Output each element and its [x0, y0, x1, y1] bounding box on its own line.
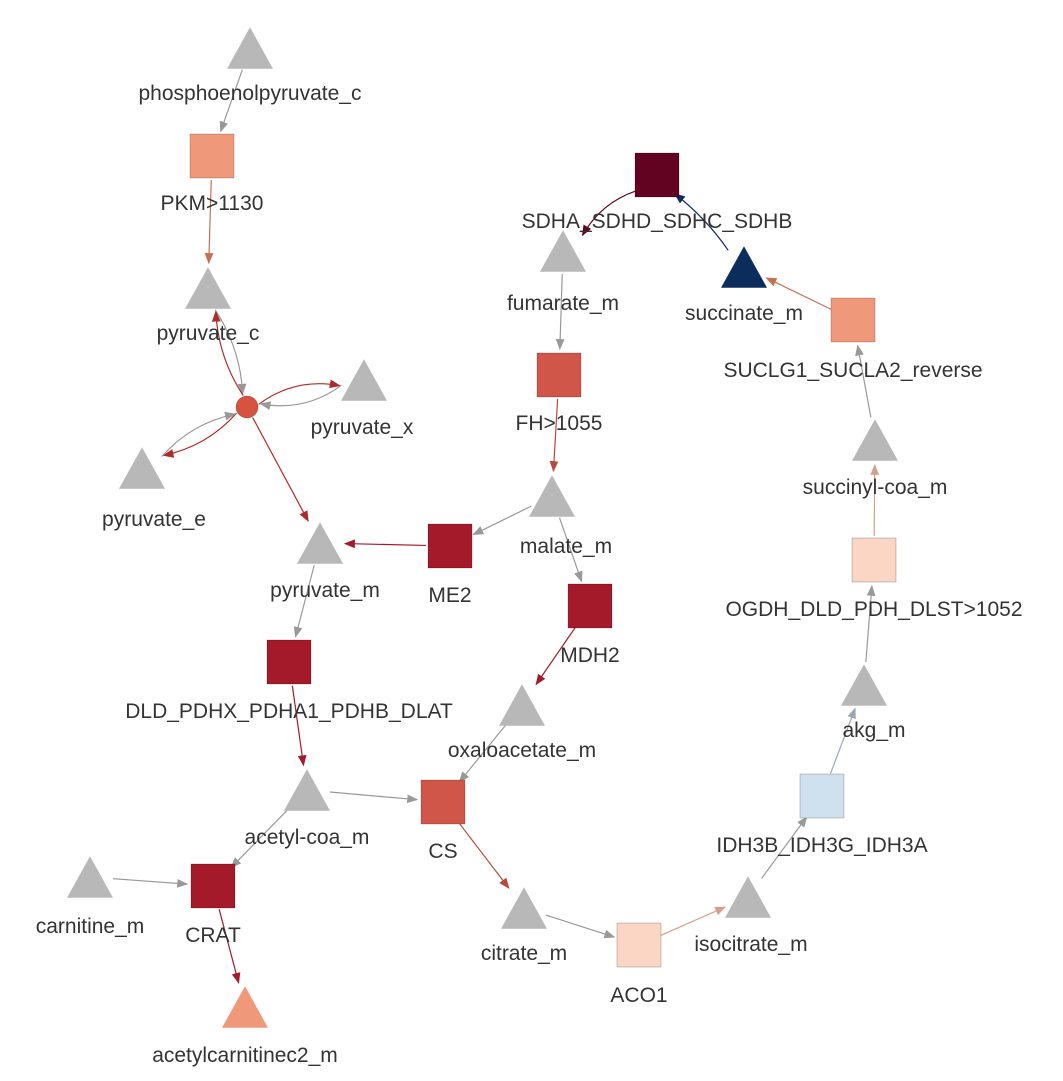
- reaction-node-OGDH[interactable]: [851, 537, 897, 583]
- node-label-akg_m: akg_m: [842, 719, 905, 742]
- node-label-pyruvate_x: pyruvate_x: [311, 416, 414, 439]
- node-label-isocitrate_m: isocitrate_m: [694, 933, 807, 956]
- edges-layer: [112, 69, 880, 984]
- edge-acetyl_coa_m-to-CS: [329, 791, 419, 804]
- nodes-layer: [67, 27, 898, 1028]
- node-label-phosphoenolpyruvate_c: phosphoenolpyruvate_c: [138, 82, 361, 105]
- node-label-pyruvate_c: pyruvate_c: [157, 322, 260, 345]
- node-label-fumarate_m: fumarate_m: [507, 292, 619, 315]
- metabolite-node-pyruvate_m[interactable]: [297, 522, 343, 564]
- edge-pyruvate_x-to-pyr_transport: [259, 384, 342, 410]
- node-label-CS: CS: [428, 840, 457, 863]
- node-label-acetyl_coa_m: acetyl-coa_m: [245, 826, 370, 849]
- edge-acetyl_coa_m-to-CRAT: [230, 806, 292, 869]
- edge-ACO1-to-isocitrate_m: [660, 906, 727, 936]
- edge-pyruvate_m-to-PDH: [293, 565, 315, 638]
- reaction-node-ACO1[interactable]: [616, 922, 662, 968]
- edge-fumarate_m-to-FH: [555, 273, 565, 351]
- edge-PKM-to-pyruvate_c: [204, 179, 214, 265]
- transport-node-pyr_transport[interactable]: [235, 395, 259, 419]
- node-label-SUCLG: SUCLG1_SUCLA2_reverse: [723, 359, 982, 382]
- metabolite-node-malate_m[interactable]: [529, 475, 575, 517]
- node-label-IDH3: IDH3B_IDH3G_IDH3A: [716, 834, 927, 857]
- edge-SUCLG-to-succinate_m: [765, 277, 832, 311]
- node-label-carnitine_m: carnitine_m: [36, 915, 145, 938]
- reaction-node-CS[interactable]: [420, 779, 466, 825]
- edge-CS-to-citrate_m: [457, 820, 510, 890]
- edge-ME2-to-pyruvate_m: [343, 539, 427, 549]
- edge-oxaloacetate_m-to-CS: [458, 722, 508, 783]
- reaction-node-MDH2[interactable]: [567, 583, 613, 629]
- edge-isocitrate_m-to-IDH3: [761, 816, 808, 879]
- labels-layer: phosphoenolpyruvate_c PKM>1130 pyruvate_cp…: [36, 82, 1023, 1067]
- edge-succinyl_coa_m-to-SUCLG: [855, 344, 872, 418]
- edge-pyr_transport-to-pyruvate_m: [252, 417, 309, 522]
- node-label-FH: FH>1055: [516, 412, 603, 435]
- metabolite-node-succinyl_coa_m[interactable]: [852, 419, 898, 461]
- metabolite-node-succinate_m[interactable]: [721, 246, 767, 288]
- node-label-PDH: DLD_PDHX_PDHA1_PDHB_DLAT: [125, 700, 453, 723]
- edge-pyr_transport-to-pyruvate_e: [162, 412, 238, 458]
- node-label-SDH: SDHA_SDHD_SDHC_SDHB: [522, 210, 793, 233]
- metabolite-node-fumarate_m[interactable]: [540, 230, 586, 272]
- node-label-ACO1: ACO1: [610, 984, 667, 1007]
- metabolite-node-pyruvate_x[interactable]: [341, 359, 387, 401]
- reaction-node-PDH[interactable]: [266, 639, 312, 685]
- reaction-node-ME2[interactable]: [427, 523, 473, 569]
- edge-SDH-to-fumarate_m: [581, 189, 639, 237]
- reaction-node-FH[interactable]: [536, 352, 582, 398]
- edge-IDH3-to-akg_m: [829, 707, 856, 774]
- edge-succinate_m-to-SDH: [673, 193, 729, 251]
- metabolite-node-isocitrate_m[interactable]: [725, 876, 771, 918]
- reaction-node-SUCLG[interactable]: [830, 297, 876, 343]
- reaction-node-CRAT[interactable]: [190, 863, 236, 909]
- metabolite-node-carnitine_m[interactable]: [67, 856, 113, 898]
- metabolite-node-oxaloacetate_m[interactable]: [499, 684, 545, 726]
- node-label-succinyl_coa_m: succinyl-coa_m: [803, 476, 948, 499]
- edge-malate_m-to-ME2: [472, 505, 532, 536]
- edge-akg_m-to-OGDH: [865, 584, 876, 663]
- node-label-MDH2: MDH2: [560, 644, 620, 667]
- node-label-pyruvate_e: pyruvate_e: [102, 508, 206, 531]
- node-label-ME2: ME2: [428, 584, 471, 607]
- reaction-node-SDH[interactable]: [634, 152, 680, 198]
- node-label-succinate_m: succinate_m: [685, 302, 803, 325]
- edge-carnitine_m-to-CRAT: [112, 878, 189, 888]
- metabolite-node-phosphoenolpyruvate_c[interactable]: [227, 27, 273, 69]
- node-label-pyruvate_m: pyruvate_m: [270, 579, 380, 602]
- node-label-PKM: PKM>1130: [161, 192, 264, 215]
- node-label-CRAT: CRAT: [185, 924, 241, 947]
- edge-malate_m-to-MDH2: [558, 517, 583, 583]
- node-label-citrate_m: citrate_m: [481, 942, 567, 965]
- node-label-malate_m: malate_m: [520, 535, 612, 558]
- edge-pyr_transport-to-pyruvate_c: [211, 310, 244, 396]
- edge-citrate_m-to-ACO1: [545, 914, 616, 939]
- node-label-OGDH: OGDH_DLD_PDH_DLST>1052: [725, 598, 1022, 621]
- edge-FH-to-malate_m: [549, 398, 559, 473]
- metabolite-node-pyruvate_c[interactable]: [185, 267, 231, 309]
- node-label-acetylcarnitinec2_m: acetylcarnitinec2_m: [152, 1044, 338, 1067]
- metabolite-node-acetylcarnitinec2_m[interactable]: [222, 986, 268, 1028]
- edge-PDH-to-acetyl_coa_m: [291, 685, 307, 767]
- reaction-node-IDH3[interactable]: [799, 773, 845, 819]
- edge-phosphoenolpyruvate_c-to-PKM: [219, 69, 243, 133]
- metabolite-node-acetyl_coa_m[interactable]: [284, 769, 330, 811]
- metabolite-node-pyruvate_e[interactable]: [119, 447, 165, 489]
- node-label-oxaloacetate_m: oxaloacetate_m: [448, 739, 596, 762]
- reaction-node-PKM[interactable]: [189, 133, 235, 179]
- edge-pyruvate_e-to-pyr_transport: [161, 411, 236, 457]
- edge-pyr_transport-to-pyruvate_x: [258, 379, 341, 405]
- edge-MDH2-to-oxaloacetate_m: [535, 625, 577, 686]
- edge-OGDH-to-succinyl_coa_m: [870, 463, 880, 537]
- edge-CRAT-to-acetylcarnitinec2_m: [218, 909, 241, 984]
- metabolite-node-akg_m[interactable]: [841, 664, 887, 706]
- metabolite-node-citrate_m[interactable]: [501, 887, 547, 929]
